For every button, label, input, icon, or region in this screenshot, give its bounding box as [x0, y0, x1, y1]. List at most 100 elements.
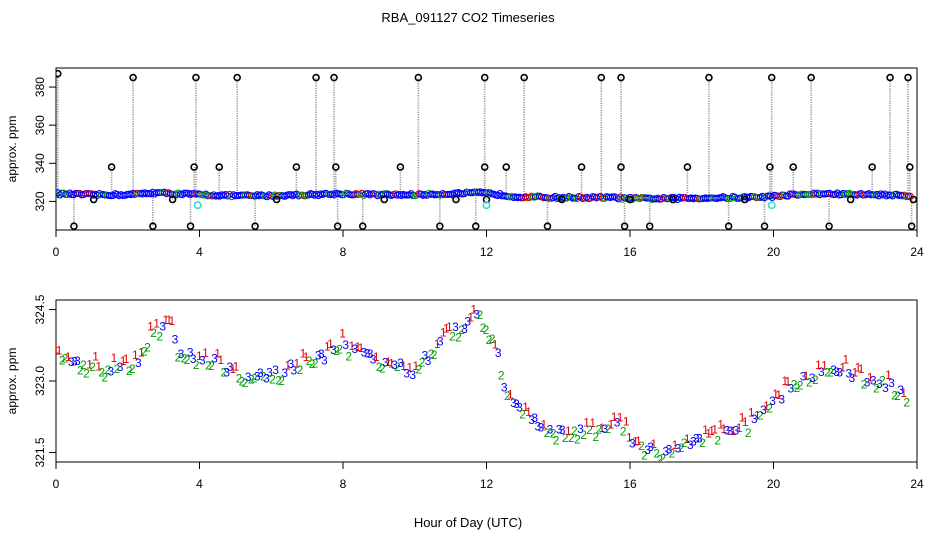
series-1-marker: 1 [617, 411, 624, 425]
series-3-marker: 3 [647, 440, 654, 454]
outlier-point [766, 163, 774, 171]
series-3-marker: 3 [534, 419, 541, 433]
series-3-marker: 3 [291, 363, 298, 377]
series-2-marker: 2 [504, 389, 511, 403]
x-tick-label: 12 [480, 245, 494, 259]
series-3-marker: 3 [809, 371, 816, 385]
y-tick-label: 321.5 [33, 437, 47, 467]
series-1-marker: 1 [525, 405, 532, 419]
x-tick-label: 0 [53, 477, 60, 491]
series-3-marker: 3 [172, 333, 179, 347]
outlier-point [107, 163, 116, 171]
series-2-marker: 2 [553, 434, 560, 448]
series-2-marker: 2 [114, 362, 121, 376]
outlier-point [846, 195, 855, 204]
outlier-point [724, 222, 733, 230]
series-1-marker: 1 [855, 361, 862, 375]
outlier-point [909, 195, 917, 204]
series-1-marker: 1 [598, 421, 605, 435]
series-2-marker: 2 [309, 357, 316, 371]
series-1-marker: 1 [684, 432, 691, 446]
series-3-marker: 3 [528, 413, 535, 427]
outlier-point [186, 222, 195, 230]
series-3-marker: 3 [437, 334, 444, 348]
series-3-marker: 3 [629, 436, 636, 450]
series-1-marker: 1 [348, 339, 355, 353]
y-axis-label: approx. ppm [5, 348, 19, 415]
series-1-marker: 1 [214, 346, 221, 360]
y-tick-label: 380 [33, 77, 47, 97]
series-3-marker: 3 [281, 366, 288, 380]
series-2-marker: 2 [812, 373, 819, 387]
series-1-marker: 1 [672, 438, 679, 452]
outlier-point [597, 73, 606, 82]
series-2-marker: 2 [141, 345, 148, 359]
series-2-marker: 2 [306, 354, 313, 368]
series-1-marker: 1 [708, 424, 715, 438]
series-2-marker: 2 [791, 378, 798, 392]
series-1-marker: 1 [412, 359, 419, 373]
series-3-marker: 3 [696, 431, 703, 445]
outlier-point [233, 73, 241, 82]
outlier-point [520, 73, 528, 82]
series-3-marker: 3 [370, 352, 377, 366]
x-tick-label: 16 [623, 477, 637, 491]
outlier-point [396, 163, 405, 171]
series-2-marker: 2 [77, 363, 84, 377]
series-1-marker: 1 [284, 358, 291, 372]
series-2-marker: 2 [766, 402, 773, 416]
series-1-marker: 1 [842, 353, 849, 367]
outlier-point [904, 73, 912, 82]
series-3-marker: 3 [263, 371, 270, 385]
series-1-marker: 1 [650, 437, 657, 451]
series-3-marker: 3 [663, 444, 670, 458]
series-1-marker: 1 [775, 388, 782, 402]
outlier-point [149, 222, 157, 230]
outlier-point [906, 163, 914, 171]
series-2-marker: 2 [269, 373, 276, 387]
series-1-marker: 1 [169, 314, 176, 328]
outlier-point [767, 73, 776, 82]
series-3-marker: 3 [547, 422, 554, 436]
series-3-marker: 3 [315, 348, 322, 362]
outlier-point [825, 222, 833, 230]
series-3-marker: 3 [870, 374, 877, 388]
series-3-marker: 3 [687, 438, 694, 452]
x-tick-label: 20 [767, 245, 781, 259]
series-3-marker: 3 [364, 347, 371, 361]
outlier-point [577, 163, 586, 171]
series-2-marker: 2 [458, 323, 465, 337]
series-3-marker: 3 [614, 415, 621, 429]
x-tick-label: 24 [910, 245, 924, 259]
x-tick-label: 24 [910, 477, 924, 491]
outlier-point [907, 222, 916, 230]
outlier-point [617, 73, 625, 82]
series-1-marker: 1 [611, 410, 618, 424]
series-2-marker: 2 [659, 452, 666, 466]
series-2-marker: 2 [297, 363, 304, 377]
series-3-marker: 3 [135, 356, 142, 370]
series-2-marker: 2 [873, 381, 880, 395]
series-3-marker: 3 [351, 342, 358, 356]
outlier-point [414, 73, 423, 82]
series-3-marker: 3 [397, 356, 404, 370]
bottom-data: 1122133322212112223123112213122121231113… [56, 302, 910, 466]
series-2-marker: 2 [101, 370, 108, 384]
series-2-marker: 2 [757, 408, 764, 422]
series-1-marker: 1 [388, 356, 395, 370]
series-2-marker: 2 [239, 375, 246, 389]
series-1-marker: 1 [608, 418, 615, 432]
outlier-point [480, 73, 489, 82]
series-3-marker: 3 [788, 381, 795, 395]
series-3-marker: 3 [849, 371, 856, 385]
outlier-point [129, 73, 137, 82]
x-tick-label: 8 [340, 477, 347, 491]
series-1-marker: 1 [635, 434, 642, 448]
series-2-marker: 2 [175, 350, 182, 364]
series-2-marker: 2 [144, 340, 151, 354]
series-2-marker: 2 [205, 358, 212, 372]
series-2-marker: 2 [150, 326, 157, 340]
series-1-marker: 1 [373, 350, 380, 364]
baseline-point [496, 190, 504, 198]
